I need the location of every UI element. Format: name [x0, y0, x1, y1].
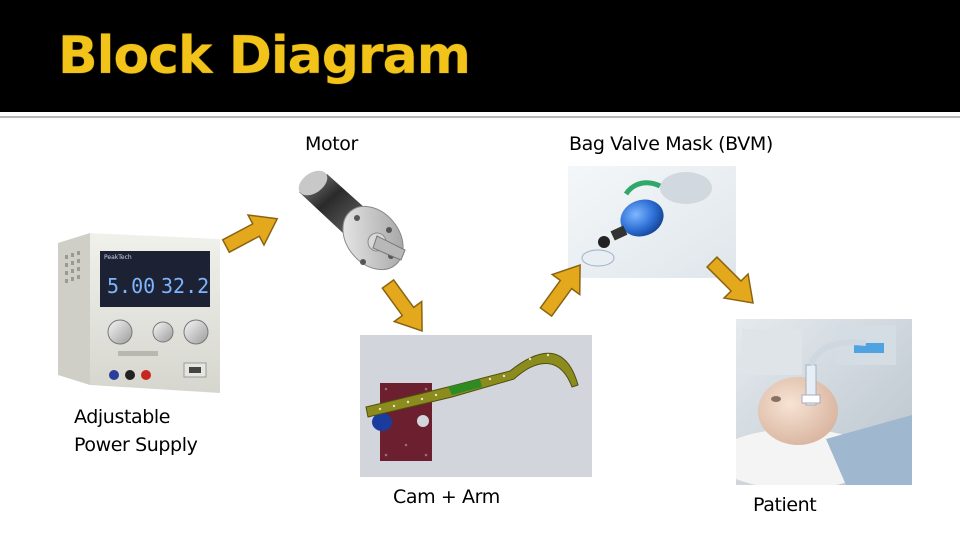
patient-manikin-image	[736, 319, 912, 485]
power-supply-image: PeakTech 5.00 32.2	[58, 225, 223, 395]
current-readout: 32.2	[161, 274, 209, 298]
brand-text: PeakTech	[104, 254, 132, 261]
title-divider	[0, 116, 960, 118]
bag-valve-mask-image	[568, 166, 736, 278]
power-supply-label-line-2: Power Supply	[74, 434, 198, 456]
bvm-label: Bag Valve Mask (BVM)	[569, 133, 773, 155]
cam-arm-label: Cam + Arm	[393, 486, 500, 508]
arrow-motor-to-cam	[373, 273, 437, 342]
patient-label: Patient	[753, 494, 817, 516]
voltage-readout: 5.00	[107, 274, 155, 298]
arrow-cam-to-bvm	[531, 254, 595, 323]
cam-arm-render	[360, 335, 592, 477]
arrow-bvm-to-patient	[699, 249, 766, 316]
motor-image	[293, 170, 413, 285]
power-supply-label: Adjustable Power Supply	[74, 403, 198, 459]
arrow-power-to-motor	[217, 203, 286, 262]
motor-label: Motor	[305, 133, 358, 155]
slide-title: Block Diagram	[58, 26, 471, 86]
title-bar: Block Diagram	[0, 0, 960, 112]
power-supply-label-line-1: Adjustable	[74, 406, 171, 428]
